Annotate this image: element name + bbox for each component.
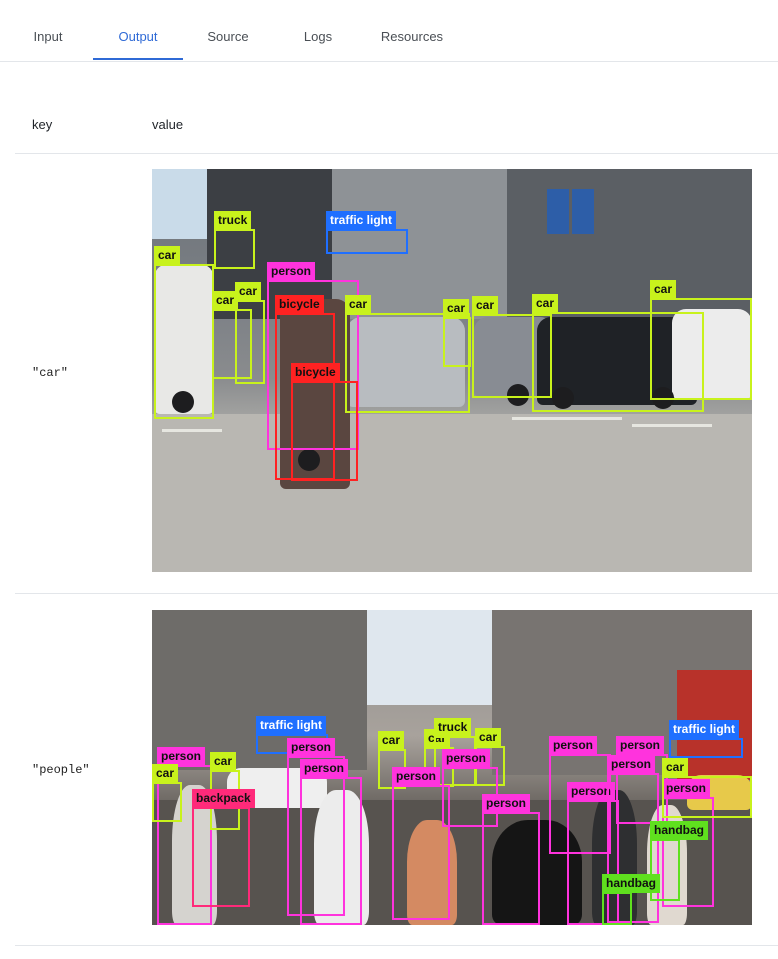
detection-car: car bbox=[424, 729, 454, 787]
table-header: key value bbox=[15, 105, 778, 154]
tab-source[interactable]: Source bbox=[207, 29, 249, 44]
detection-image: truck traffic light car person car car b… bbox=[152, 169, 752, 572]
row-key: "car" bbox=[32, 366, 69, 380]
detection-label: person bbox=[392, 767, 441, 786]
detection-car: car bbox=[378, 731, 406, 789]
detection-label: car bbox=[378, 731, 405, 750]
tab-output[interactable]: Output bbox=[118, 29, 158, 44]
detection-image: traffic light traffic light person car c… bbox=[152, 610, 752, 925]
row-key: "people" bbox=[32, 763, 90, 777]
table-row: "car" truck bbox=[15, 153, 778, 594]
detection-truck: truck bbox=[434, 718, 476, 786]
value-column-header: value bbox=[152, 117, 184, 132]
street-photo: truck traffic light car person car car b… bbox=[152, 169, 752, 572]
active-tab-indicator bbox=[93, 58, 183, 60]
tab-input[interactable]: Input bbox=[33, 29, 63, 44]
detection-car: car bbox=[212, 291, 252, 379]
table-row: "people" traffic light traffic light per… bbox=[15, 593, 778, 946]
detection-label: car bbox=[424, 729, 451, 748]
street-photo: traffic light traffic light person car c… bbox=[152, 610, 752, 925]
key-column-header: key bbox=[32, 117, 53, 132]
detection-label: car bbox=[154, 246, 181, 265]
tab-resources[interactable]: Resources bbox=[380, 29, 444, 44]
detection-label: person bbox=[442, 749, 491, 768]
tab-bar: Input Output Source Logs Resources bbox=[0, 0, 778, 62]
tab-logs[interactable]: Logs bbox=[303, 29, 333, 44]
detection-label: truck bbox=[434, 718, 472, 737]
